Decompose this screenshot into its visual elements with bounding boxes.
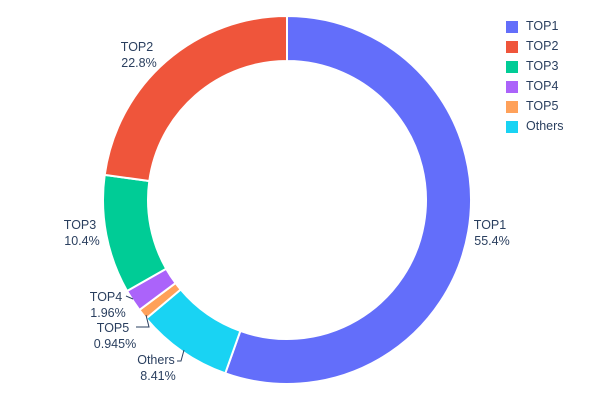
leader-line-top4 xyxy=(125,295,134,300)
slice-label-name-top5: TOP5 xyxy=(97,321,129,335)
slice-label-value-top1: 55.4% xyxy=(474,234,509,248)
legend-item-others[interactable]: Others xyxy=(506,120,564,133)
label-leader-lines xyxy=(125,295,185,362)
legend-swatch-top5 xyxy=(506,100,518,113)
slice-labels: TOP1 55.4% TOP2 22.8% TOP3 10.4% TOP4 1.96%TOP5… xyxy=(64,40,510,383)
legend-label-top4: TOP4 xyxy=(526,79,559,93)
legend-swatch-others xyxy=(506,120,518,133)
legend-swatch-top3 xyxy=(506,60,518,73)
slice-label-value-top2: 22.8% xyxy=(121,56,156,70)
legend-label-top1: TOP1 xyxy=(526,19,559,33)
legend-swatch-top1 xyxy=(506,20,518,33)
slice-top2[interactable] xyxy=(103,15,288,183)
legend-item-top3[interactable]: TOP3 xyxy=(506,60,564,73)
legend: TOP1 TOP2 TOP3 TOP4 TOP5 Others xyxy=(506,20,564,133)
slice-label-name-top4: TOP4 xyxy=(90,290,122,304)
legend-item-top5[interactable]: TOP5 xyxy=(506,100,564,113)
slice-label-name-others: Others xyxy=(137,353,175,367)
legend-swatch-top2 xyxy=(506,40,518,53)
leader-line-top5 xyxy=(136,314,150,328)
slice-label-value-top4: 1.96% xyxy=(90,306,125,320)
legend-item-top2[interactable]: TOP2 xyxy=(506,40,564,53)
legend-item-top4[interactable]: TOP4 xyxy=(506,80,564,93)
leader-line-others xyxy=(177,349,185,362)
slice-label-name-top3: TOP3 xyxy=(64,218,96,232)
slice-label-name-top1: TOP1 xyxy=(474,218,506,232)
slice-label-value-top5: 0.945% xyxy=(94,337,136,351)
legend-label-top5: TOP5 xyxy=(526,99,559,113)
legend-item-top1[interactable]: TOP1 xyxy=(506,20,564,33)
legend-label-top3: TOP3 xyxy=(526,59,559,73)
slice-label-name-top2: TOP2 xyxy=(121,40,153,54)
slice-top1[interactable] xyxy=(224,15,472,385)
slice-top3[interactable] xyxy=(102,173,168,292)
slice-label-value-top3: 10.4% xyxy=(64,234,99,248)
legend-swatch-top4 xyxy=(506,80,518,93)
slice-label-value-others: 8.41% xyxy=(140,369,175,383)
donut-slices xyxy=(102,15,472,385)
legend-label-others: Others xyxy=(526,119,564,133)
legend-label-top2: TOP2 xyxy=(526,39,559,53)
